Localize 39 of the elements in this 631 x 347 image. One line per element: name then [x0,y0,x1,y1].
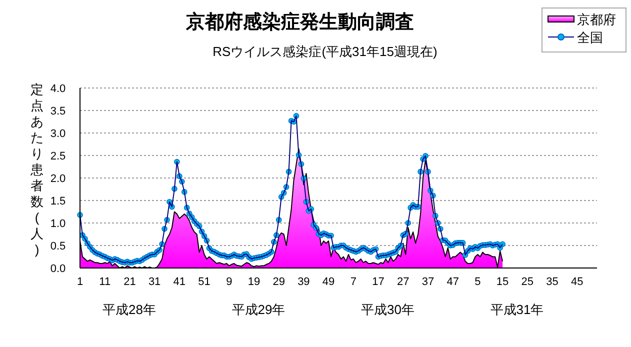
ytick: 2.5 [50,150,66,162]
ytick: 1.5 [50,196,66,208]
xtick: 27 [397,276,410,288]
xtick: 19 [248,276,260,288]
annotation: 平成31年 [490,302,544,317]
legend: 全国 [577,30,603,45]
subtitle: RSウイルス感染症(平成31年15週現在) [212,44,438,59]
xtick: 37 [422,276,434,288]
xtick: 29 [272,276,285,288]
xtick: 9 [226,276,232,288]
ytick: 4.0 [50,83,66,95]
title: 京都府感染症発生動向調査 [186,12,414,33]
xtick: 41 [173,276,186,288]
xtick: 25 [521,276,534,288]
annotation: 平成30年 [361,302,414,317]
annotation: 平成28年 [102,302,156,317]
xtick: 35 [546,276,558,288]
ytick: 0.5 [50,240,66,252]
xtick: 11 [99,276,111,288]
ytick: 2.0 [50,173,66,185]
ytick: 3.5 [50,106,66,118]
xtick: 7 [350,276,356,288]
xtick: 1 [76,276,84,288]
xtick: 17 [372,276,384,288]
xtick: 15 [496,276,509,288]
legend: 京都府 [577,12,616,27]
xtick: 21 [124,276,136,288]
xtick: 49 [322,276,335,288]
ytick: 3.0 [50,128,66,140]
xtick: 5 [474,276,481,288]
annotation: 平成29年 [232,302,286,317]
xtick: 51 [198,276,210,288]
ylabel: 定点あたり患者数(人) [30,82,44,257]
xtick: 47 [446,276,459,288]
xtick: 39 [298,276,310,288]
xtick: 45 [571,276,584,288]
ytick: 0.0 [50,263,66,275]
xtick: 31 [148,276,161,288]
ytick: 1.0 [50,218,66,230]
